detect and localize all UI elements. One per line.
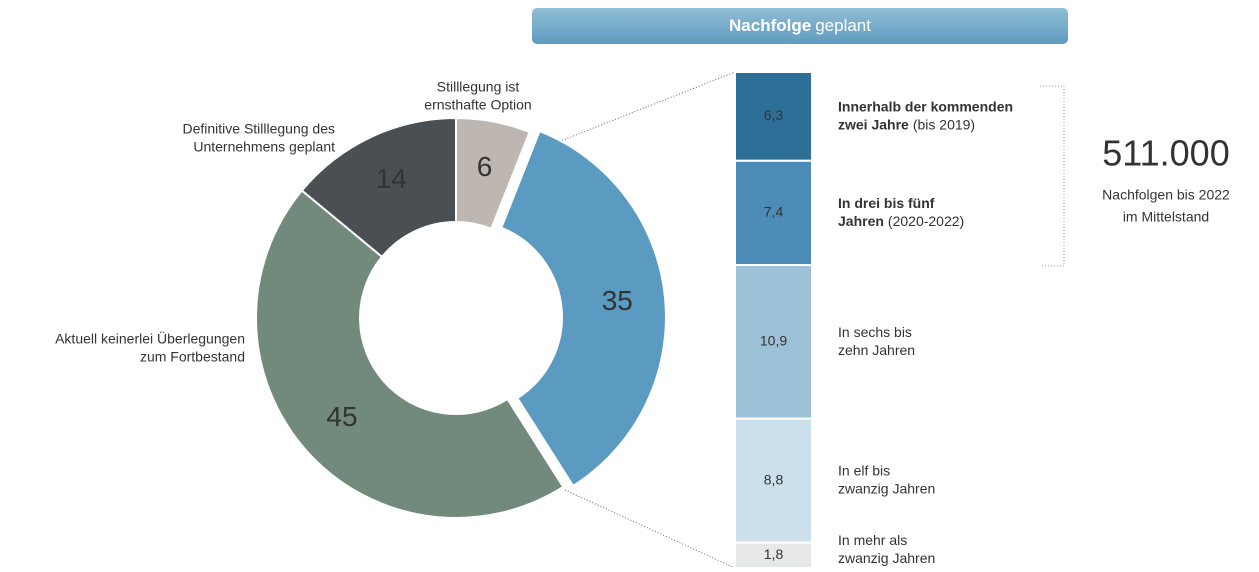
annotation-text: im Mittelstand: [1123, 209, 1209, 225]
donut-slice: [255, 189, 565, 519]
bar-label-part: (2020-2022): [888, 213, 964, 229]
bar-label: In mehr als: [838, 532, 907, 548]
bar-label-part: zwei Jahre: [838, 116, 909, 132]
slice-label: Aktuell keinerlei Überlegungen: [55, 330, 245, 347]
bar-label: Innerhalb der kommenden: [838, 98, 1013, 114]
bar-label: zwanzig Jahren: [838, 480, 935, 496]
header-box: [532, 8, 1068, 44]
slice-label: Unternehmens geplant: [193, 139, 335, 155]
slice-value: 6: [477, 151, 493, 182]
header: Nachfolge geplant: [729, 16, 871, 35]
bar-label-part: zwanzig Jahren: [838, 480, 935, 496]
donut-slice: [455, 116, 531, 231]
slice-value: 14: [376, 163, 407, 194]
header-text: geplant: [815, 16, 871, 35]
bar-label: In elf bis: [838, 462, 890, 478]
bar-label: zwanzig Jahren: [838, 550, 935, 566]
annotation-text: Nachfolgen bis 2022: [1102, 187, 1230, 203]
bar-label: In drei bis fünf: [838, 195, 935, 211]
bar-value: 10,9: [760, 333, 787, 349]
connector: [547, 71, 736, 147]
bar-label-part: In sechs bis: [838, 324, 912, 340]
bar-label-part: (bis 2019): [913, 116, 975, 132]
bar-label-part: In drei bis fünf: [838, 195, 935, 211]
slice-label: Stilllegung ist: [437, 79, 520, 95]
slice-label: ernsthafte Option: [424, 97, 531, 113]
connector: [564, 489, 736, 569]
slice-value: 35: [602, 285, 633, 316]
bar-label: zwei Jahre (bis 2019): [838, 116, 975, 132]
bar-value: 1,8: [764, 546, 784, 562]
bar-segment: [734, 541, 813, 569]
donut-slice: [499, 129, 667, 488]
slice-value: 45: [326, 401, 357, 432]
bar-segment: [734, 71, 813, 162]
slice-label: zum Fortbestand: [140, 349, 245, 365]
bar-label-part: In mehr als: [838, 532, 907, 548]
slice-label: Definitive Stilllegung des: [182, 121, 335, 137]
annotation-value: 511.000: [1102, 133, 1229, 174]
bar-label-part: zehn Jahren: [838, 342, 915, 358]
bar-label: Jahren (2020-2022): [838, 213, 964, 229]
bar-value: 6,3: [764, 107, 784, 123]
bar-value: 8,8: [764, 471, 784, 487]
bar-label-part: Jahren: [838, 213, 884, 229]
bar-value: 7,4: [764, 204, 784, 220]
bar-label-part: In elf bis: [838, 462, 890, 478]
bar-label: zehn Jahren: [838, 342, 915, 358]
bar-label: In sechs bis: [838, 324, 912, 340]
bar-label-part: Innerhalb der kommenden: [838, 98, 1013, 114]
bracket: [1040, 85, 1065, 267]
bar-label-part: zwanzig Jahren: [838, 550, 935, 566]
header-bold: Nachfolge: [729, 16, 811, 35]
